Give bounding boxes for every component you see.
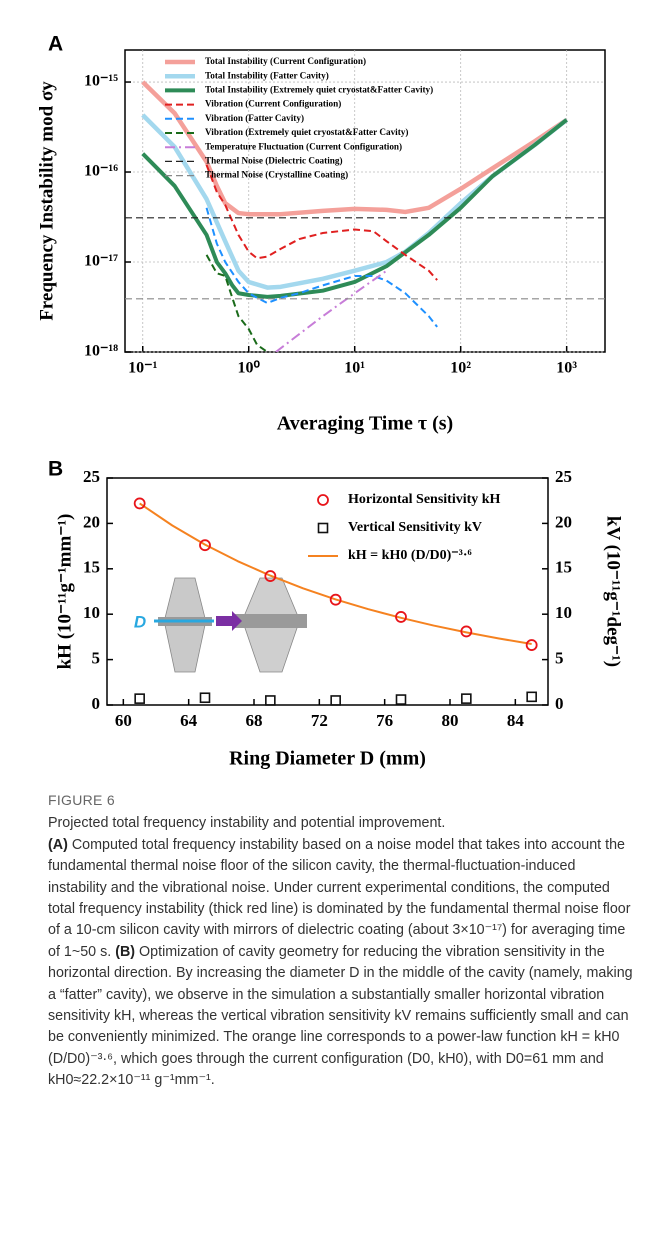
y-axis-label: Frequency Instability mod σy	[36, 81, 57, 321]
series-line	[141, 113, 569, 290]
legend-label: Total Instability (Current Configuration…	[205, 56, 366, 66]
x-tick-label: 60	[115, 711, 132, 730]
legend-label: Total Instability (Fatter Cavity)	[205, 70, 329, 80]
y-tick-label: 10⁻¹⁷	[84, 253, 118, 270]
marker	[525, 639, 538, 651]
y-tick-label: 15	[83, 558, 100, 577]
marker	[199, 539, 211, 552]
series-line	[205, 164, 438, 281]
x-axis-label: Averaging Time τ (s)	[277, 413, 453, 435]
figure-label: FIGURE 6	[48, 792, 115, 808]
legend-label: Vertical Sensitivity kV	[348, 520, 482, 535]
marker	[265, 695, 276, 706]
y-axis-label: kH (10⁻¹¹g⁻¹mm⁻¹)	[54, 514, 75, 670]
part-label: (A)	[48, 836, 68, 853]
x-tick-label: 68	[246, 711, 263, 730]
caption-text: Optimization of cavity geometry for redu…	[48, 943, 633, 1089]
legend-label: Vibration (Fatter Cavity)	[205, 113, 304, 123]
caption-body: (A) Computed total frequency instability…	[48, 835, 633, 1092]
legend-label: Vibration (Current Configuration)	[205, 99, 341, 109]
panel-label: B	[48, 458, 63, 481]
y-tick-label: 5	[555, 649, 564, 668]
y-tick-label: 10	[83, 603, 100, 622]
x-tick-label: 64	[180, 711, 198, 730]
series-line	[205, 207, 438, 328]
plot-frame	[124, 49, 606, 353]
x-tick-label: 10²	[450, 360, 471, 377]
y-tick-label: 10	[555, 603, 572, 622]
marker	[330, 695, 341, 706]
part-label: (B)	[115, 943, 136, 960]
y-tick-label: 0	[555, 694, 564, 713]
legend-label: Total Instability (Extremely quiet cryos…	[205, 85, 433, 95]
cavity-inset: D	[134, 577, 307, 673]
marker	[461, 693, 472, 704]
plot-frame	[106, 477, 549, 706]
x-tick-label: 10⁻¹	[128, 360, 157, 377]
y-tick-label: 0	[92, 694, 101, 713]
y-tick-label: 10⁻¹⁸	[84, 343, 118, 360]
y-tick-label: 10⁻¹⁶	[84, 163, 118, 180]
caption: FIGURE 6 Projected total frequency insta…	[48, 790, 633, 1092]
chart: A 10⁻¹ 10⁰ 10¹ 10² 10³ 10⁻¹⁸ 10⁻¹⁷ 10⁻¹⁶ 10⁻¹⁵ Ave…	[36, 33, 606, 435]
caption-title: Projected total frequency instability an…	[48, 815, 446, 832]
marker	[264, 570, 277, 582]
caption-text: Computed total frequency instability bas…	[48, 836, 631, 960]
x-tick-label: 10³	[556, 360, 577, 377]
y-tick-label: 25	[83, 467, 100, 486]
y-tick-label: 20	[83, 512, 100, 531]
inset-label: D	[134, 612, 146, 631]
x-tick-label: 10¹	[344, 360, 365, 377]
series-line	[139, 502, 532, 645]
marker	[133, 497, 146, 510]
x-tick-label: 76	[376, 711, 393, 730]
y-tick-label: 15	[555, 558, 572, 577]
legend-label: Horizontal Sensitivity kH	[348, 492, 501, 507]
y2-axis-label: kV (10⁻¹¹g⁻¹deg⁻¹)	[603, 516, 624, 667]
x-tick-label: 72	[311, 711, 328, 730]
marker	[329, 593, 342, 606]
x-tick-label: 10⁰	[238, 360, 261, 377]
marker	[199, 692, 211, 704]
panel-label: A	[48, 33, 63, 56]
y-tick-label: 5	[92, 649, 101, 668]
marker	[317, 522, 329, 534]
marker	[134, 693, 145, 704]
x-tick-label: 84	[507, 711, 525, 730]
chart: B 60 64 68 72 76 80 84 0 5 10 15 20 25 0 5 10 15 20 25 Ring …	[48, 458, 624, 770]
legend-label: Thermal Noise (Crystalline Coating)	[205, 170, 348, 180]
series-line	[141, 118, 568, 299]
x-tick-label: 80	[442, 711, 459, 730]
marker	[395, 611, 407, 623]
marker	[317, 494, 329, 506]
legend-label: Vibration (Extremely quiet cryostat&Fatt…	[205, 127, 408, 137]
series-line	[205, 254, 268, 352]
y-tick-label: 20	[555, 512, 572, 531]
legend-label: Temperature Fluctuation (Current Configu…	[205, 141, 402, 151]
legend-label: kH = kH0 (D/D0)⁻³·⁶	[348, 548, 472, 563]
marker	[395, 694, 407, 705]
series-line	[275, 269, 388, 352]
y-tick-label: 10⁻¹⁵	[84, 73, 118, 90]
x-axis-label: Ring Diameter D (mm)	[229, 748, 426, 770]
marker	[526, 691, 537, 703]
series-line	[141, 80, 568, 217]
figure: D A10⁻¹ 10⁰ 10¹ 10² 10³10⁻¹⁸10⁻¹⁷10⁻¹⁶10⁻¹⁵A…	[36, 33, 624, 770]
legend-label: Thermal Noise (Dielectric Coating)	[205, 156, 343, 166]
y-tick-label: 25	[555, 467, 572, 486]
marker	[460, 625, 473, 638]
